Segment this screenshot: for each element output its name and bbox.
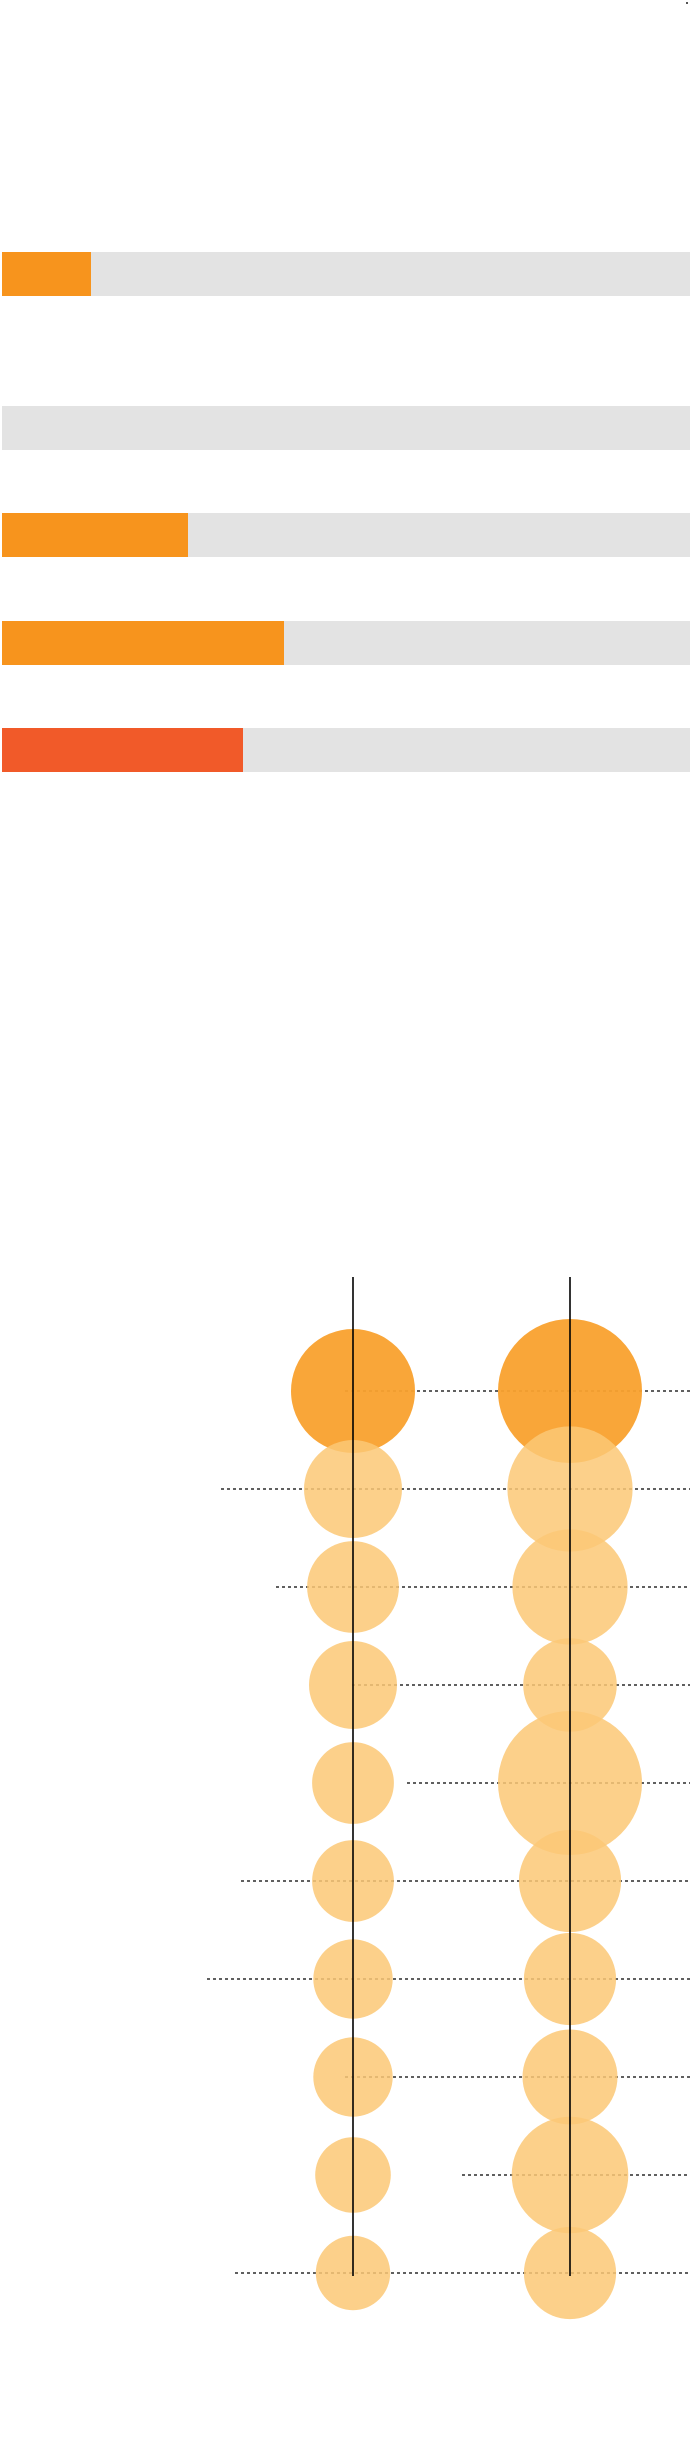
corner-tick [686, 2, 688, 4]
bar-fill [2, 513, 188, 557]
bar-fill [2, 252, 91, 296]
bar-track [2, 728, 690, 772]
bar-fill [2, 728, 243, 772]
bar-track [2, 252, 690, 296]
bar-track [2, 513, 690, 557]
bar-fill [2, 621, 284, 665]
bar-track [2, 406, 690, 450]
bar-track [2, 621, 690, 665]
